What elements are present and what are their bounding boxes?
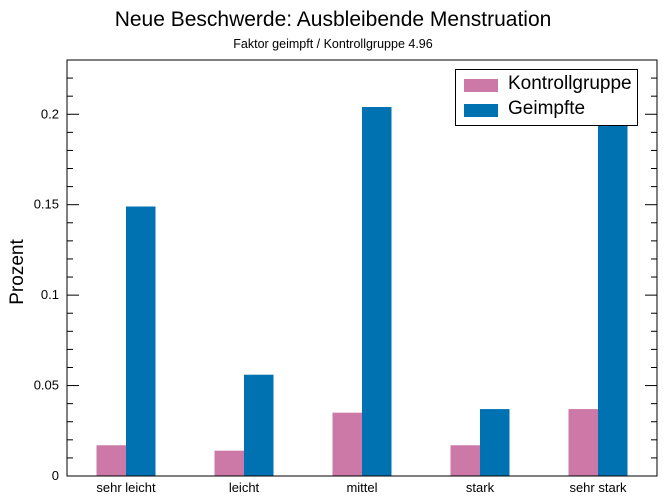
legend-label-kontrollgruppe: Kontrollgruppe — [508, 73, 632, 94]
bar-geimpfte-sehr-leicht — [126, 206, 156, 477]
bar-geimpfte-sehr-stark — [598, 116, 628, 476]
bar-kontrollgruppe-leicht — [214, 450, 244, 476]
legend-label-geimpfte: Geimpfte — [508, 98, 586, 119]
axes-group: 0 0.05 0.1 0.15 0.2 sehr leicht leicht mittel st… — [34, 59, 658, 495]
y-tick-label: 0.05 — [34, 378, 59, 393]
bar-geimpfte-leicht — [244, 374, 274, 476]
y-tick-label: 0 — [52, 468, 59, 483]
legend-item-geimpfte: Geimpfte — [456, 97, 637, 123]
bar-kontrollgruppe-mittel — [332, 412, 362, 476]
legend-item-kontrollgruppe: Kontrollgruppe — [456, 72, 637, 98]
chart-subtitle: Faktor geimpft / Kontrollgruppe 4.96 — [233, 37, 433, 51]
bar-geimpfte-stark — [480, 409, 510, 476]
legend-swatch-kontrollgruppe — [464, 79, 498, 92]
y-axis-label: Prozent — [7, 239, 28, 305]
x-tick-label-sehr-leicht: sehr leicht — [96, 480, 156, 495]
y-tick-label: 0.15 — [34, 197, 59, 212]
legend-swatch-geimpfte — [464, 104, 498, 117]
x-tick-label-sehr-stark: sehr stark — [569, 480, 627, 495]
y-tick-label: 0.1 — [41, 287, 59, 302]
legend: Kontrollgruppe Geimpfte — [455, 69, 638, 126]
x-tick-label-mittel: mittel — [346, 480, 377, 495]
y-tick-label: 0.2 — [41, 106, 59, 121]
chart-title: Neue Beschwerde: Ausbleibende Menstruati… — [114, 8, 552, 31]
plot-frame — [66, 59, 658, 477]
x-tick-label-stark: stark — [466, 480, 495, 495]
bar-geimpfte-mittel — [362, 107, 392, 476]
bar-kontrollgruppe-sehr-leicht — [96, 445, 126, 476]
bar-kontrollgruppe-sehr-stark — [568, 409, 598, 476]
x-tick-label-leicht: leicht — [229, 480, 260, 495]
bars-group — [96, 107, 628, 477]
bar-kontrollgruppe-stark — [450, 445, 480, 476]
